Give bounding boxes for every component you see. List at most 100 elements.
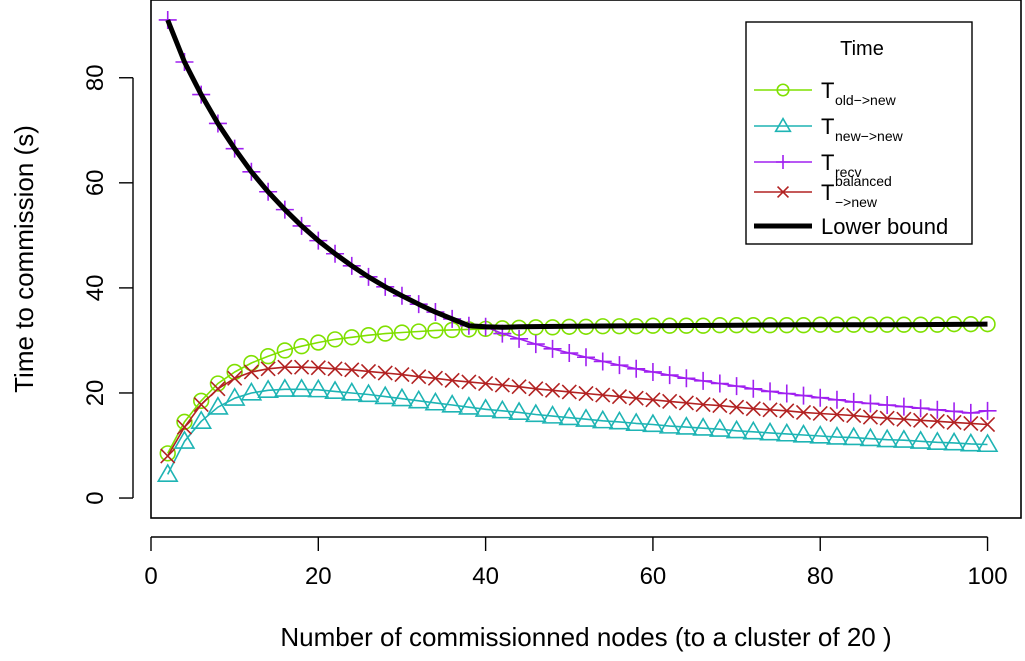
data-point [510, 329, 529, 348]
legend-swatch-marker [776, 155, 790, 169]
data-point [393, 324, 411, 341]
data-point [277, 359, 293, 375]
data-point [524, 403, 547, 423]
x-tick-label: 60 [640, 563, 667, 590]
data-point [660, 366, 679, 385]
data-point [943, 431, 965, 451]
data-point [461, 374, 477, 390]
y-tick-label: 0 [82, 491, 109, 504]
data-point [894, 397, 913, 416]
data-point [293, 338, 310, 355]
legend-swatch-marker [774, 117, 792, 133]
data-point [861, 394, 880, 413]
series-1 [156, 378, 999, 482]
legend-swatch-marker [776, 185, 790, 199]
data-point [160, 448, 176, 464]
data-point [344, 362, 360, 378]
data-point [794, 386, 813, 405]
x-axis-title: Number of commissionned nodes (to a clus… [280, 622, 891, 652]
data-point [575, 408, 597, 427]
data-point [310, 360, 326, 376]
y-tick-label: 60 [82, 169, 109, 196]
data-point [326, 331, 344, 348]
data-point [826, 426, 848, 445]
data-point [909, 430, 932, 449]
series-4 [165, 19, 988, 330]
data-point [276, 342, 294, 359]
legend-label-superscript: balanced [835, 173, 892, 189]
data-point [593, 352, 612, 371]
data-point [543, 339, 562, 358]
data-point [391, 387, 413, 407]
data-point [695, 396, 711, 413]
x-axis: 0 20 40 60 80 100 [144, 536, 1008, 590]
data-point [310, 334, 327, 351]
data-point [156, 463, 179, 482]
data-point [207, 396, 229, 415]
y-tick-label: 80 [82, 64, 109, 91]
data-point [710, 374, 729, 393]
data-point [812, 405, 828, 422]
data-point [190, 410, 213, 429]
data-point [561, 384, 577, 400]
data-point [978, 401, 997, 420]
data-point [474, 398, 497, 417]
data-point [946, 414, 962, 430]
data-point [227, 370, 243, 386]
data-point [859, 427, 882, 447]
data-point [643, 362, 662, 381]
data-point [745, 401, 761, 417]
legend-label-subscript: new−>new [835, 128, 904, 144]
data-point [526, 335, 545, 354]
data-point [307, 378, 330, 398]
legend-label-subscript: −>new [835, 194, 878, 210]
data-point [243, 354, 260, 372]
data-point [491, 399, 514, 419]
data-point [662, 393, 678, 409]
data-point [779, 403, 795, 419]
legend-label-subscript: old−>new [835, 92, 897, 108]
data-point [360, 326, 377, 344]
data-point [809, 425, 832, 444]
legend-entry-4: Lower bound [754, 214, 948, 239]
legend-label-subscript: recv [835, 164, 861, 180]
data-point [511, 379, 527, 395]
data-point [360, 363, 377, 380]
data-point [645, 392, 661, 408]
data-point [223, 387, 246, 406]
data-point [293, 359, 310, 375]
data-point [675, 416, 698, 435]
data-point [578, 385, 594, 402]
data-point [327, 361, 343, 377]
data-point [893, 429, 915, 448]
x-tick-label: 80 [807, 563, 834, 590]
series-3 [160, 359, 996, 464]
data-point [759, 421, 781, 441]
series-line [166, 388, 988, 475]
data-point [240, 381, 263, 401]
data-point [792, 423, 815, 443]
data-point [744, 379, 763, 398]
data-point [692, 417, 714, 436]
data-point [811, 388, 830, 407]
data-point [478, 375, 494, 392]
legend-label: Lower bound [821, 214, 948, 239]
y-tick-label: 20 [82, 380, 109, 407]
x-tick-label: 40 [472, 563, 499, 590]
data-point [761, 382, 780, 401]
data-point [340, 381, 363, 401]
data-point [444, 372, 460, 388]
data-point [842, 426, 865, 446]
data-point [961, 403, 980, 422]
data-point [709, 418, 731, 437]
data-point [407, 389, 430, 409]
data-point [176, 419, 193, 435]
data-point [913, 412, 929, 428]
data-point [259, 348, 277, 365]
data-point [260, 361, 276, 377]
data-point [959, 432, 982, 452]
data-point [976, 433, 999, 453]
data-point [427, 370, 444, 386]
